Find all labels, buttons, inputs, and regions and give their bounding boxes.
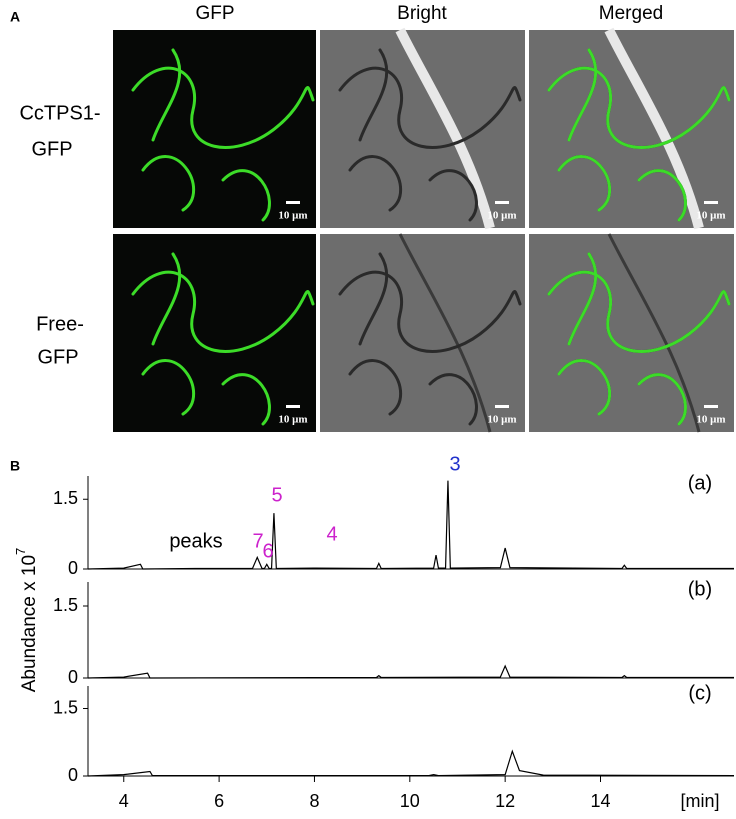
micrograph: [320, 234, 525, 432]
plot-label: (a): [688, 472, 712, 494]
peak-label: 4: [326, 523, 337, 545]
column-header: Bright: [397, 3, 447, 24]
x-tick-label: 14: [590, 791, 610, 811]
y-tick-label: 0: [68, 667, 78, 687]
cell-outline: [607, 233, 701, 433]
scale-bar: [495, 201, 509, 204]
scale-bar-label: 10 μm: [278, 210, 307, 222]
row-label: GFP: [37, 346, 78, 368]
trace: [87, 664, 734, 679]
scale-bar-label: 10 μm: [487, 414, 516, 426]
panel-label: B: [10, 458, 20, 474]
column-header: Merged: [599, 3, 663, 24]
x-tick-label: 12: [495, 791, 515, 811]
x-axis-label: [min]: [680, 791, 719, 811]
column-header: GFP: [195, 3, 234, 24]
row-label: GFP: [31, 138, 72, 160]
y-axis-label-exponent: 7: [13, 548, 28, 555]
scale-bar-label: 10 μm: [696, 210, 725, 222]
scale-bar: [704, 201, 718, 204]
micrograph: [320, 30, 525, 228]
row-label: Free-: [36, 313, 84, 335]
plot-label: (c): [688, 682, 711, 704]
y-tick-label: 1.5: [53, 697, 78, 717]
x-tick-label: 6: [214, 791, 224, 811]
micrograph: [113, 234, 316, 432]
y-tick-label: 1.5: [53, 595, 78, 615]
y-tick-label: 1.5: [53, 488, 78, 508]
trace: [87, 480, 734, 570]
micrograph: [113, 30, 316, 228]
cell-outline: [398, 233, 492, 433]
micrograph: [529, 30, 734, 228]
scale-bar-label: 10 μm: [278, 414, 307, 426]
row-label: CcTPS1-: [19, 102, 100, 124]
peak-label: peaks: [169, 530, 222, 552]
trace: [87, 749, 735, 777]
peak-label: 6: [262, 540, 273, 562]
cell-outline: [395, 27, 495, 230]
y-axis-label-text: Abundance x 10: [19, 555, 40, 692]
scale-bar: [286, 201, 300, 204]
peak-label: 5: [271, 484, 282, 506]
cell-outline: [604, 27, 704, 230]
y-tick-label: 0: [68, 765, 78, 785]
plot-label: (b): [688, 578, 712, 600]
scale-bar-label: 10 μm: [696, 414, 725, 426]
peak-label: 7: [252, 530, 263, 552]
panel-label: A: [10, 9, 20, 25]
micrographs: 10 μm 10 μm 10 μm 10 μm 10 μm 10 μm: [113, 27, 734, 433]
micrograph: [529, 234, 734, 432]
x-tick-label: 8: [309, 791, 319, 811]
peak-label: 3: [449, 453, 460, 475]
y-axis-label: Abundance x 107: [13, 548, 40, 693]
scale-bar: [286, 405, 300, 408]
x-tick-label: 10: [400, 791, 420, 811]
x-tick-label: 4: [119, 791, 129, 811]
y-tick-label: 0: [68, 558, 78, 578]
scale-bar: [495, 405, 509, 408]
scale-bar: [704, 405, 718, 408]
scale-bar-label: 10 μm: [487, 210, 516, 222]
